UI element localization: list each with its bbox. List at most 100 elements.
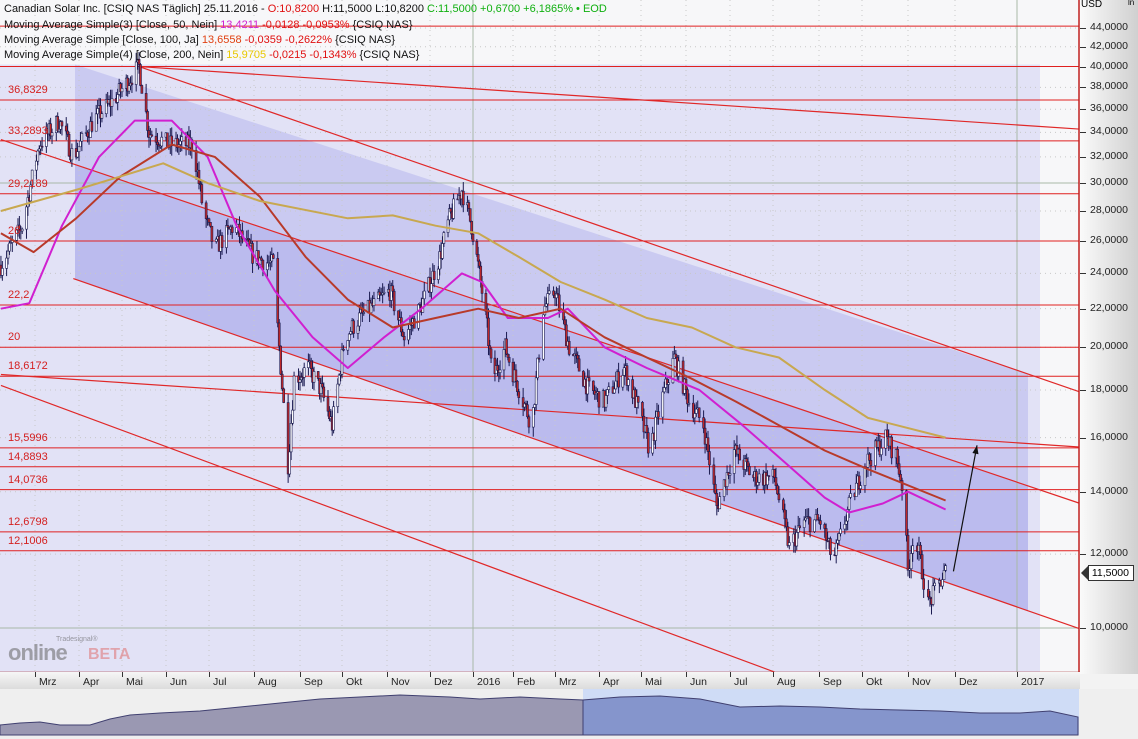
y-axis[interactable]: USD ln: [1080, 0, 1138, 674]
candle-body: [756, 482, 760, 486]
candle-body: [280, 373, 284, 390]
candle-body: [677, 360, 681, 377]
candle-body: [863, 467, 867, 486]
candle-body: [467, 202, 471, 209]
candle-body: [346, 340, 350, 351]
candle-body: [941, 579, 944, 587]
candle-body: [547, 290, 551, 294]
candle-body: [36, 150, 40, 162]
x-tick-mark: [555, 672, 556, 677]
candle-body: [214, 238, 218, 242]
legend-ma100[interactable]: Moving Average Simple [Close, 100, Ja] 13…: [4, 33, 398, 47]
candle-body: [207, 218, 211, 223]
candle-body: [479, 265, 483, 282]
candle-body: [170, 135, 174, 147]
candle-body: [446, 219, 450, 233]
candle-body: [461, 190, 465, 206]
level-label: 14,8893: [8, 450, 48, 463]
candle-body: [37, 148, 41, 152]
navigator-history-area: [0, 694, 584, 736]
x-tick-label: Jun: [690, 676, 707, 688]
candle-body: [905, 490, 908, 536]
y-tick-label: 40,0000: [1090, 59, 1128, 72]
candle-body: [289, 423, 293, 453]
candle-body: [35, 160, 38, 171]
trendline: [138, 65, 1079, 393]
candle-body: [681, 360, 685, 394]
navigator-overview[interactable]: [0, 689, 1138, 739]
candle-body: [76, 151, 79, 158]
x-tick-mark: [300, 672, 301, 677]
ma100-suffix: {CSIQ NAS}: [335, 34, 395, 46]
candle-body: [470, 221, 473, 235]
x-tick-mark: [686, 672, 687, 677]
candle-body: [277, 322, 281, 347]
candle-body: [829, 538, 832, 555]
candle-body: [322, 386, 326, 398]
candle-body: [298, 379, 302, 383]
candle-body: [774, 477, 778, 486]
x-tick-mark: [641, 672, 642, 677]
price-chart[interactable]: [0, 0, 1080, 674]
candle-body: [507, 356, 511, 363]
candle-body: [442, 232, 446, 244]
candle-body: [613, 388, 616, 394]
x-tick-mark: [342, 672, 343, 677]
x-tick-mark: [35, 672, 36, 677]
candle-body: [100, 113, 104, 119]
candle-body: [933, 582, 936, 587]
candle-body: [667, 382, 670, 385]
candle-body: [276, 258, 280, 324]
x-tick-mark: [430, 672, 431, 677]
candle-body: [942, 570, 946, 580]
candle-body: [859, 485, 862, 490]
candle-body: [5, 257, 8, 269]
candle-body: [225, 225, 228, 248]
legend-ma50[interactable]: Moving Average Simple(3) [Close, 50, Nei…: [4, 18, 416, 32]
candle-body: [534, 377, 538, 405]
x-tick-label: Apr: [603, 676, 620, 688]
y-tick-mark: [1080, 437, 1086, 439]
candle-body: [896, 449, 899, 465]
candle-body: [546, 293, 550, 305]
candle-body: [944, 565, 947, 571]
candle-body: [788, 542, 791, 546]
candle-body: [622, 367, 626, 376]
candle-body: [543, 305, 547, 316]
candle-body: [64, 125, 68, 132]
ma50-line: [0, 119, 947, 514]
trendline: [0, 373, 1079, 448]
candle-body: [279, 345, 283, 375]
candle-body: [748, 466, 751, 476]
candle-body: [919, 544, 922, 555]
x-axis[interactable]: [0, 672, 1080, 689]
x-tick-label: Dez: [434, 676, 453, 688]
candle-body: [321, 383, 324, 388]
candle-body: [836, 539, 839, 544]
candle-body: [536, 357, 539, 379]
candle-body: [576, 355, 580, 360]
x-tick-mark: [773, 672, 774, 677]
candle-body: [210, 225, 214, 242]
logo-online-text: online: [8, 640, 68, 665]
y-tick-mark: [1080, 347, 1086, 349]
legend-ma200[interactable]: Moving Average Simple(4) [Close, 200, Ne…: [4, 48, 422, 62]
candle-body: [271, 254, 275, 259]
candle-body: [80, 133, 84, 142]
y-tick-label: 24,0000: [1090, 266, 1128, 279]
candle-body: [422, 290, 426, 300]
candle-body: [489, 348, 493, 359]
y-tick-mark: [1080, 628, 1086, 629]
x-tick-label: Jun: [170, 676, 187, 688]
candle-body: [773, 469, 776, 478]
level-label: 12,6798: [8, 515, 48, 528]
candle-body: [140, 85, 144, 94]
x-tick-label: Aug: [777, 676, 796, 688]
log-scale-label[interactable]: ln: [1128, 0, 1135, 7]
candle-body: [116, 94, 119, 103]
candle-body: [854, 482, 858, 497]
candle-body: [407, 329, 410, 341]
close-value: C:11,5000 +0,6700 +6,1865% • EOD: [427, 3, 607, 15]
candle-body: [476, 254, 480, 262]
candle-body: [661, 391, 665, 418]
